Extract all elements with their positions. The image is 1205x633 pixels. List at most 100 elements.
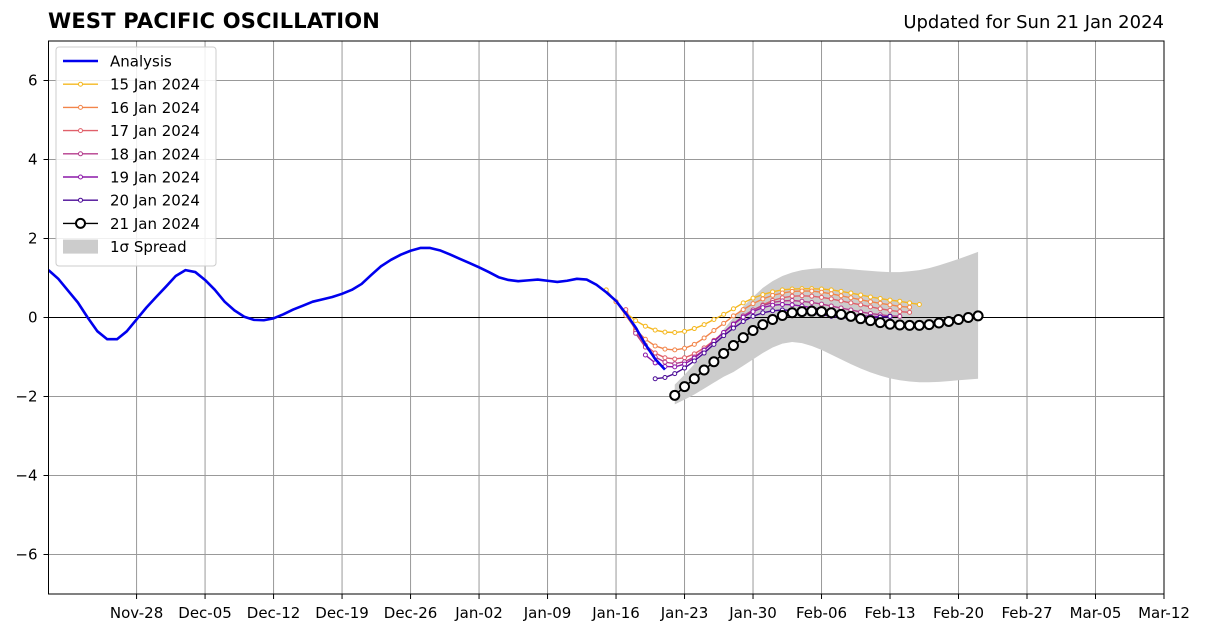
legend-label: 17 Jan 2024 [110, 122, 200, 140]
forecast-point [867, 299, 873, 305]
forecast-point [819, 301, 825, 307]
forecast-point [721, 320, 727, 326]
chart-title: WEST PACIFIC OSCILLATION [48, 9, 381, 33]
forecast-point [682, 365, 688, 371]
current-forecast-point [953, 313, 965, 325]
current-forecast-point [962, 312, 974, 323]
legend-item: 19 Jan 2024 [63, 169, 200, 187]
forecast-point [760, 296, 766, 302]
forecast-point [858, 302, 864, 308]
current-forecast-point [688, 373, 700, 385]
forecast-point [789, 298, 795, 304]
forecast-point [907, 309, 913, 315]
forecast-point [711, 328, 717, 334]
forecast-point [799, 288, 805, 294]
forecast-point [701, 335, 707, 341]
x-tick-label: Feb-13 [864, 604, 915, 622]
forecast-point [877, 296, 883, 302]
current-forecast-point [923, 319, 935, 331]
legend-swatch [63, 239, 98, 254]
legend-swatch-marker [75, 217, 86, 229]
x-tick-label: Jan-16 [591, 604, 640, 622]
legend-swatch-marker [78, 128, 83, 134]
forecast-point [867, 294, 873, 300]
forecast-point [770, 308, 776, 314]
forecast-point [799, 293, 805, 299]
forecast-point [779, 290, 785, 296]
forecast-point [682, 345, 688, 351]
legend-swatch-marker [78, 104, 83, 110]
forecast-point [662, 359, 668, 365]
current-forecast-point [864, 315, 876, 327]
current-forecast-point [747, 325, 759, 337]
current-forecast-point [786, 307, 798, 319]
forecast-point [662, 375, 668, 381]
current-forecast-point [816, 306, 828, 318]
current-forecast-series [669, 305, 984, 401]
forecast-point [858, 292, 864, 298]
forecast-point [848, 300, 854, 306]
forecast-point [652, 343, 658, 349]
x-tick-label: Jan-09 [523, 604, 572, 622]
y-tick-label: −4 [15, 467, 37, 485]
current-forecast-point [845, 310, 857, 322]
forecast-point [740, 314, 746, 320]
forecast-point [750, 313, 756, 319]
forecast-point [819, 289, 825, 295]
legend-swatch-marker [78, 81, 83, 87]
current-forecast-point [698, 364, 710, 376]
forecast-point [779, 301, 785, 307]
current-forecast-point [894, 319, 906, 331]
forecast-point [672, 356, 678, 362]
forecast-point [897, 303, 903, 309]
legend-label: 1σ Spread [110, 238, 187, 256]
forecast-point [662, 355, 668, 361]
forecast-point [887, 302, 893, 308]
current-forecast-point [669, 389, 681, 401]
legend-swatch-marker [78, 151, 83, 157]
forecast-point [682, 355, 688, 361]
forecast-point [809, 299, 815, 305]
x-tick-label: Feb-20 [933, 604, 984, 622]
current-forecast-point [796, 306, 808, 318]
legend: Analysis 15 Jan 2024 16 Jan 2024 17 Jan 202… [55, 46, 217, 267]
forecast-point [887, 307, 893, 313]
forecast-point [730, 306, 736, 312]
y-tick-label: 0 [28, 309, 38, 327]
forecast-point [867, 304, 873, 310]
forecast-point [740, 318, 746, 324]
legend-item: 21 Jan 2024 [63, 215, 200, 233]
current-forecast-point [874, 317, 886, 329]
forecast-point [789, 293, 795, 299]
forecast-point [907, 300, 913, 306]
forecast-point [662, 329, 668, 335]
forecast-point [809, 293, 815, 299]
forecast-point [877, 300, 883, 306]
legend-label: 20 Jan 2024 [110, 192, 200, 210]
x-tick-label: Feb-06 [796, 604, 847, 622]
forecast-point [809, 288, 815, 294]
legend-label: 18 Jan 2024 [110, 145, 200, 163]
updated-date-label: Updated for Sun 21 Jan 2024 [903, 12, 1164, 33]
forecast-point [838, 293, 844, 299]
forecast-point [633, 318, 639, 324]
forecast-point [828, 287, 834, 293]
forecast-point [672, 347, 678, 353]
forecast-point [672, 371, 678, 377]
current-forecast-point [972, 310, 984, 322]
forecast-point [642, 352, 648, 358]
legend-box [55, 46, 217, 267]
y-tick-label: 6 [28, 72, 38, 90]
forecast-point [730, 313, 736, 319]
forecast-point [691, 358, 697, 364]
forecast-point [789, 288, 795, 294]
forecast-point [760, 310, 766, 316]
current-forecast-point [679, 381, 691, 393]
x-tick-label: Nov-28 [110, 604, 163, 622]
x-tick-label: Mar-12 [1138, 604, 1190, 622]
y-tick-label: 4 [28, 151, 38, 169]
x-tick-label: Dec-26 [384, 604, 438, 622]
legend-label: Analysis [110, 53, 172, 71]
x-tick-label: Dec-05 [178, 604, 232, 622]
forecast-point [877, 306, 883, 312]
